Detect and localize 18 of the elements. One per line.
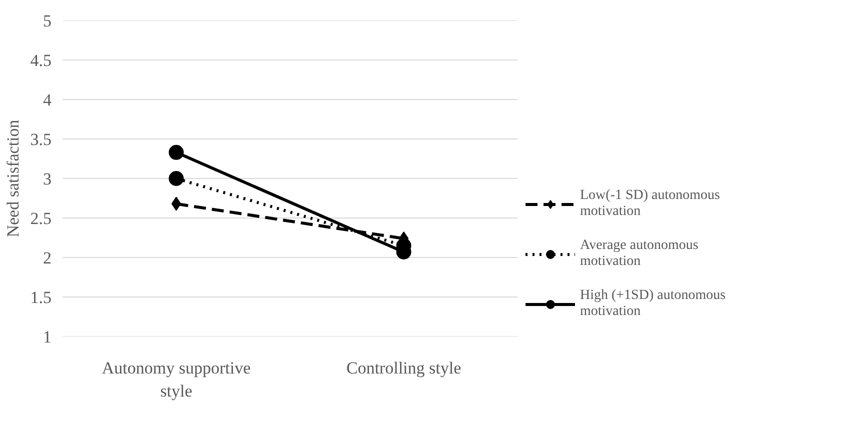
y-tick-label: 4: [43, 90, 52, 110]
y-tick-label: 2.5: [30, 209, 52, 228]
x-tick-label: Autonomy supportive style: [102, 358, 251, 400]
y-tick-label: 2: [43, 248, 52, 268]
legend-label: Low(-1 SD) autonomous motivation: [580, 187, 720, 221]
y-tick-label: 1.5: [30, 288, 52, 307]
y-axis-title: Need satisfaction: [3, 119, 22, 238]
point: [168, 144, 184, 160]
x-tick-label: Controlling style: [346, 358, 462, 378]
y-tick-label: 3.5: [30, 130, 52, 149]
y-tick-label: 1: [43, 328, 52, 346]
legend-label: High (+1SD) autonomous motivation: [580, 287, 726, 321]
y-tick-label: 5: [43, 12, 52, 30]
legend-label: Average autonomous motivation: [580, 237, 698, 271]
y-tick-label: 4.5: [30, 51, 52, 70]
point: [168, 171, 184, 186]
y-tick-label: 3: [43, 170, 52, 188]
point: [171, 196, 182, 211]
